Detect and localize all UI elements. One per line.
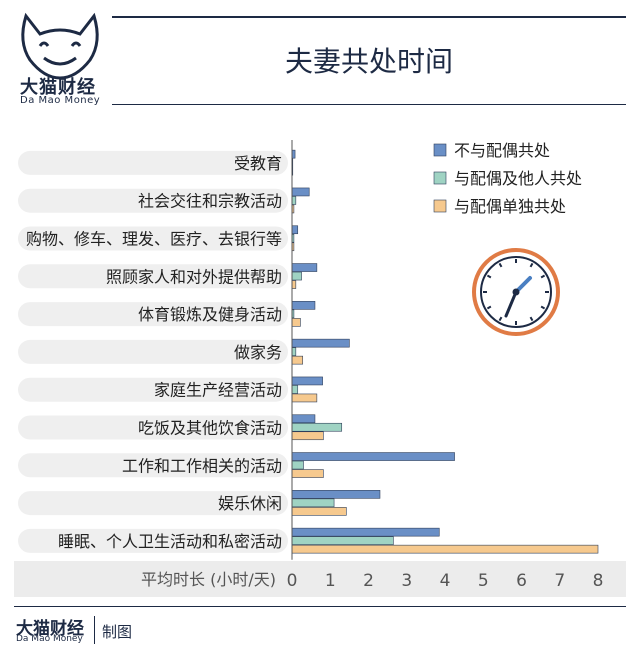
bar — [291, 376, 323, 386]
x-tick-label: 8 — [593, 571, 604, 591]
x-axis-label: 平均时长 (小时/天) — [141, 570, 276, 589]
bar — [291, 498, 335, 508]
category-pill — [18, 150, 288, 175]
clock-center — [512, 288, 520, 296]
bar — [291, 271, 302, 281]
category-label: 娱乐休闲 — [218, 494, 282, 513]
x-tick-label: 4 — [440, 571, 451, 591]
category-label: 做家务 — [234, 343, 282, 362]
title-bottom-rule — [112, 104, 626, 105]
category-pill — [18, 264, 288, 289]
bar — [291, 225, 299, 235]
x-tick-label: 5 — [478, 571, 489, 591]
bar — [291, 414, 316, 424]
bar — [291, 347, 297, 356]
legend-swatch — [433, 171, 447, 185]
title-top-rule — [112, 16, 626, 18]
x-axis-band — [14, 561, 626, 597]
category-label: 睡眠、个人卫生活动和私密活动 — [58, 532, 282, 551]
clock-tick — [486, 274, 492, 279]
clock-tick — [540, 274, 546, 279]
bar — [291, 527, 440, 537]
category-pill — [18, 415, 288, 440]
category-pill — [18, 453, 288, 478]
bar — [291, 460, 304, 470]
footer-separator — [94, 616, 95, 644]
cat-logo-icon — [21, 12, 99, 80]
bar — [291, 196, 297, 205]
footer-credit: 制图 — [102, 623, 133, 641]
bar — [291, 263, 318, 272]
bar — [291, 355, 304, 365]
bar — [291, 469, 324, 478]
bar — [291, 422, 343, 432]
category-label: 工作和工作相关的活动 — [122, 456, 282, 475]
clock-minute-hand — [504, 290, 518, 318]
category-label: 体育锻炼及健身活动 — [138, 305, 282, 324]
bar — [291, 385, 299, 394]
clock-icon — [472, 248, 560, 336]
x-tick-label: 7 — [554, 571, 565, 591]
brand-name-cn: 大猫财经 — [20, 77, 96, 98]
chart-title: 夫妻共处时间 — [284, 45, 453, 78]
category-pill — [18, 377, 288, 402]
clock-tick — [529, 262, 534, 268]
legend-swatch — [433, 199, 447, 213]
x-tick-label: 6 — [516, 571, 527, 591]
x-tick-label: 3 — [401, 571, 412, 591]
footer-brand-name-cn: 大猫财经 — [16, 619, 84, 639]
bar — [291, 393, 318, 403]
clock-tick — [529, 316, 534, 322]
legend-swatch — [433, 143, 447, 157]
bar — [291, 301, 316, 310]
bar — [291, 452, 455, 461]
bar — [291, 507, 347, 516]
clock-tick — [540, 305, 546, 310]
chart-area: 受教育社会交往和宗教活动购物、修车、理发、医疗、去银行等照顾家人和对外提供帮助体… — [14, 140, 626, 597]
footer-brand-name-en: Da Mao Money — [16, 634, 83, 644]
clock-tick — [486, 305, 492, 310]
category-label: 购物、修车、理发、医疗、去银行等 — [26, 230, 282, 249]
x-tick-label: 2 — [363, 571, 374, 591]
category-pill — [18, 226, 288, 251]
brand-name-en: Da Mao Money — [20, 95, 101, 106]
category-label: 照顾家人和对外提供帮助 — [106, 267, 282, 286]
bar — [291, 544, 599, 554]
bar — [291, 490, 381, 499]
category-pill — [18, 528, 288, 553]
category-label: 受教育 — [234, 154, 282, 173]
legend-label: 与配偶及他人共处 — [454, 169, 582, 188]
legend-label: 不与配偶共处 — [454, 141, 550, 160]
bar — [291, 338, 350, 348]
clock-tick — [498, 262, 503, 268]
category-pill — [18, 491, 288, 516]
x-tick-label: 0 — [287, 571, 298, 591]
category-pill — [18, 188, 288, 213]
bar — [291, 187, 310, 197]
footer-rule — [14, 606, 626, 607]
clock-tick — [498, 316, 503, 322]
category-label: 家庭生产经营活动 — [154, 381, 282, 400]
category-pill — [18, 339, 288, 364]
bar — [291, 431, 324, 441]
bar — [291, 280, 297, 289]
category-pill — [18, 302, 288, 327]
legend-label: 与配偶单独共处 — [454, 197, 566, 216]
category-label: 社会交往和宗教活动 — [138, 192, 282, 211]
x-tick-label: 1 — [325, 571, 336, 591]
bar — [291, 318, 301, 327]
category-label: 吃饭及其他饮食活动 — [138, 419, 282, 438]
bar — [291, 536, 394, 545]
